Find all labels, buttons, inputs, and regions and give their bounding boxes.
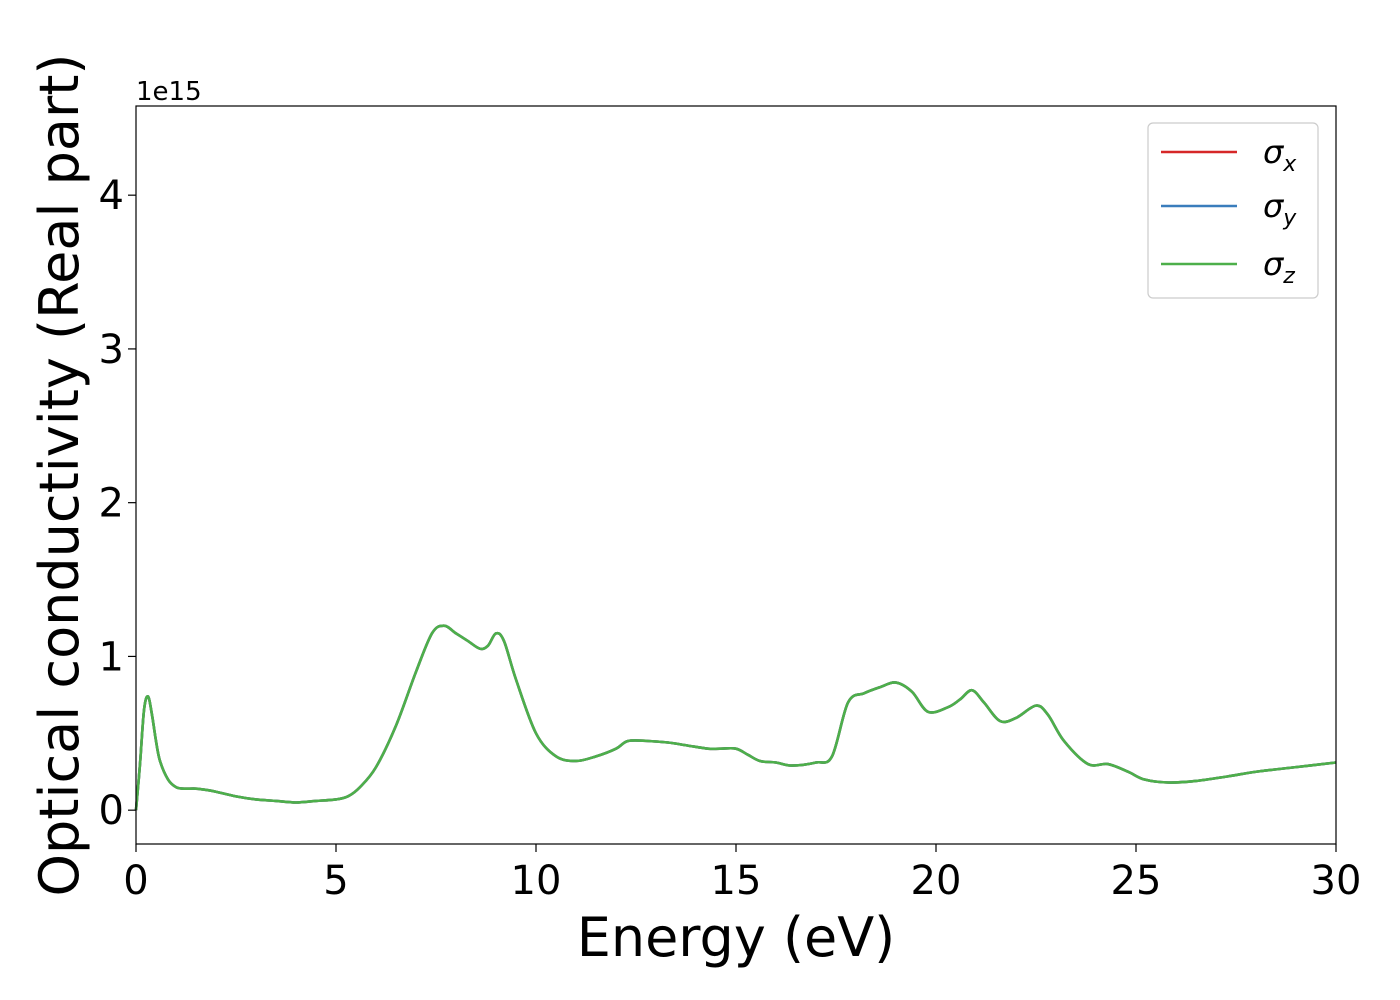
x-tick-label: 25 [1111,858,1162,904]
y-tick-label: 1 [99,634,124,680]
plot-area [136,106,1336,844]
x-axis-ticks: 0 5 10 15 20 25 30 [123,844,1361,904]
y-tick-label: 4 [99,173,124,219]
y-tick-label: 3 [99,327,124,373]
series-group [134,624,1337,811]
y-tick-label: 2 [99,481,124,527]
series-line-σz [134,624,1337,811]
legend-frame [1147,122,1319,299]
x-axis-label: Energy (eV) [577,906,896,969]
x-tick-label: 5 [323,858,348,904]
x-tick-label: 0 [123,858,148,904]
y-tick-label: 0 [99,788,124,834]
x-tick-label: 30 [1311,858,1362,904]
y-axis-ticks: 0 1 2 3 4 [99,173,136,834]
x-tick-label: 20 [911,858,962,904]
y-offset-label: 1e15 [136,77,202,107]
x-tick-label: 10 [511,858,562,904]
x-tick-label: 15 [711,858,762,904]
y-axis-label: Optical conductivity (Real part) [28,54,91,897]
